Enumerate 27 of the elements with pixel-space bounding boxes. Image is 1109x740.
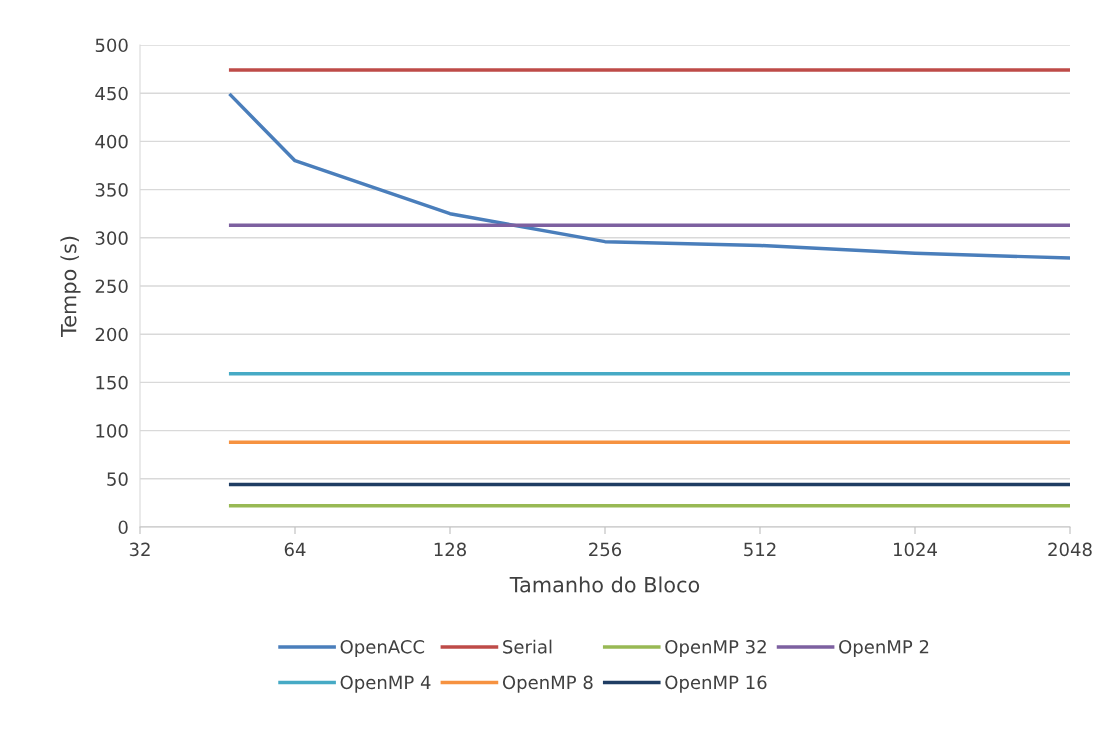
y-tick-label: 450 [95, 86, 128, 101]
y-tick-label: 150 [96, 375, 128, 390]
x-tick-label: 2048 [1048, 542, 1092, 557]
legend-label: OpenMP 8 [502, 675, 593, 693]
legend-label: Serial [503, 639, 552, 654]
legend-label: OpenMP 32 [665, 639, 766, 658]
x-tick-label: 32 [129, 542, 150, 557]
y-tick-label: 100 [96, 424, 128, 438]
x-axis-title: Tamanho do Bloco [509, 576, 700, 593]
y-tick-label: 0 [118, 520, 128, 535]
y-tick-label: 500 [95, 38, 128, 53]
x-tick-label: 1024 [894, 542, 937, 557]
y-axis-title: Tempo (s) [60, 236, 81, 338]
y-tick-label: 200 [95, 327, 128, 342]
y-tick-label: 250 [95, 279, 128, 294]
x-tick-label: 256 [589, 542, 622, 557]
legend-label: OpenMP 4 [340, 675, 431, 693]
y-tick-label: 50 [107, 472, 128, 486]
y-tick-label: 300 [95, 231, 128, 245]
x-tick-label: 128 [434, 542, 466, 557]
legend-label: OpenACC [340, 639, 425, 658]
legend-label: OpenMP 2 [839, 639, 929, 658]
x-tick-label: 64 [284, 542, 306, 557]
x-tick-label: 512 [744, 542, 776, 557]
y-tick-label: 350 [95, 183, 128, 197]
legend-label: OpenMP 16 [665, 675, 767, 693]
y-tick-label: 400 [95, 134, 128, 149]
